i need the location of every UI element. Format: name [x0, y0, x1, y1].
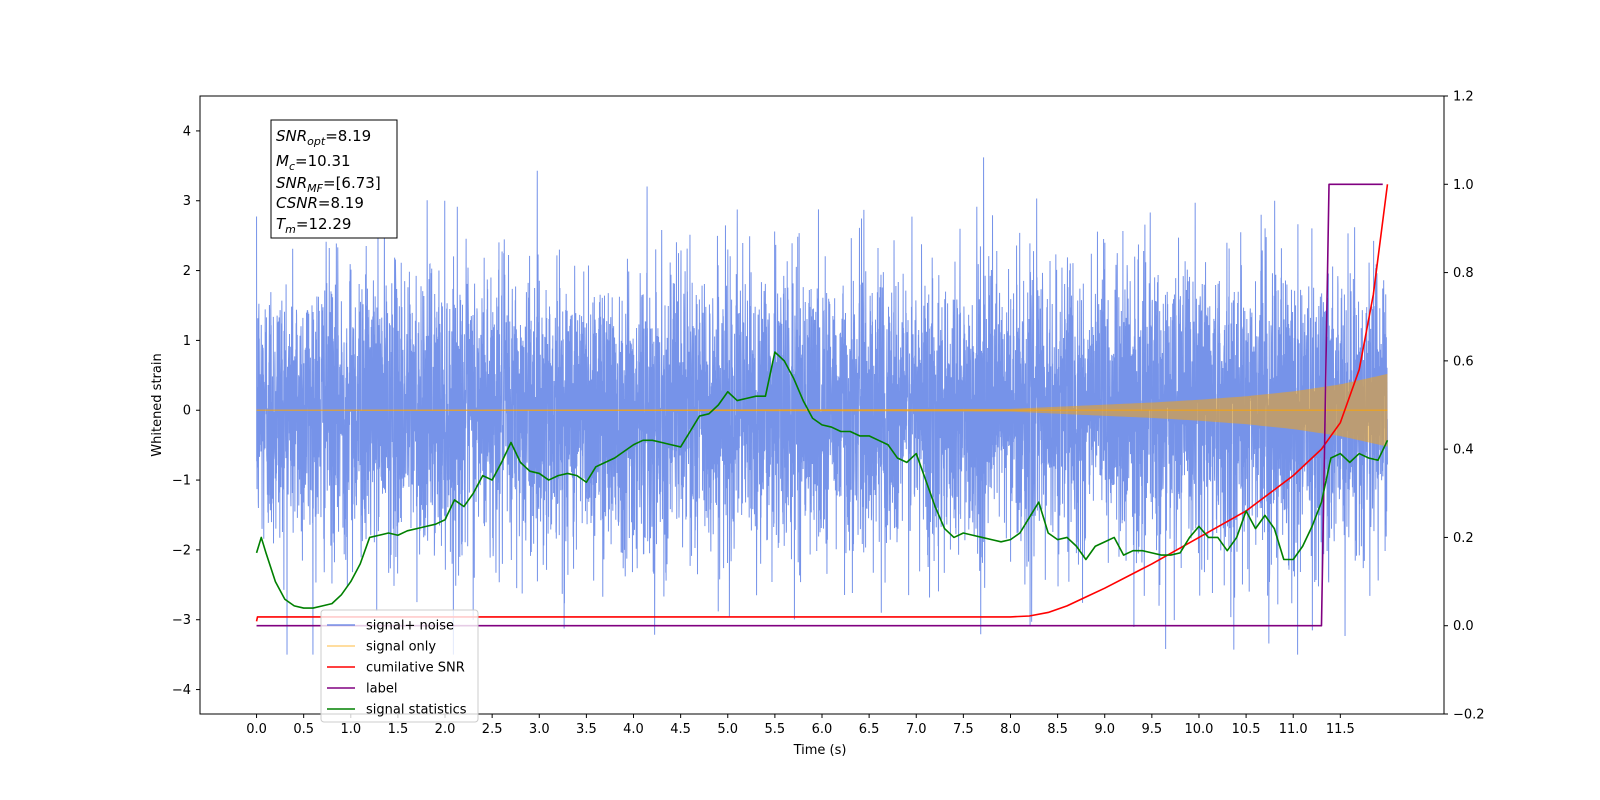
x-tick-label-15: 7.5 — [953, 722, 974, 737]
legend-label-1: signal only — [366, 640, 436, 655]
x-tick-label-12: 6.0 — [812, 722, 833, 737]
x-tick-label-7: 3.5 — [576, 722, 597, 737]
y-tick-label-right-5: 0.2 — [1453, 531, 1474, 546]
annotation-snr-opt: SNRopt=8.19 — [276, 127, 371, 148]
annotation-frame — [270, 119, 398, 239]
y-tick-label-left-8: −4 — [172, 683, 191, 698]
x-tick-label-10: 5.0 — [717, 722, 738, 737]
x-tick-label-23: 11.5 — [1326, 722, 1355, 737]
y-tick-label-left-0: 4 — [183, 124, 191, 139]
legend-label-3: label — [366, 682, 397, 697]
plot-area — [255, 157, 1389, 655]
x-tick-label-18: 9.0 — [1094, 722, 1115, 737]
annotation-box: SNRopt=8.19 Mc=10.31 SNRMF=[6.73] CSNR=8… — [270, 119, 398, 239]
x-tick-label-20: 10.0 — [1184, 722, 1213, 737]
x-tick-label-17: 8.5 — [1047, 722, 1068, 737]
legend-label-4: signal statistics — [366, 703, 467, 718]
y-tick-label-left-1: 3 — [183, 194, 191, 209]
label-line — [256, 183, 1383, 627]
legend-label-2: cumilative SNR — [366, 661, 465, 676]
x-tick-label-19: 9.5 — [1142, 722, 1163, 737]
series-signal-noise — [256, 157, 1388, 655]
x-tick-label-22: 11.0 — [1279, 722, 1308, 737]
series-lines — [255, 183, 1389, 627]
y-tick-label-right-1: 1.0 — [1453, 178, 1474, 193]
signal-noise-line — [256, 157, 1388, 655]
x-tick-label-1: 0.5 — [293, 722, 314, 737]
x-tick-label-2: 1.0 — [340, 722, 361, 737]
x-tick-label-8: 4.0 — [623, 722, 644, 737]
y-tick-label-left-6: −2 — [172, 543, 191, 558]
x-tick-label-6: 3.0 — [529, 722, 550, 737]
y-tick-label-right-7: −0.2 — [1453, 708, 1485, 723]
y-tick-label-left-7: −3 — [172, 613, 191, 628]
x-tick-label-0: 0.0 — [246, 722, 267, 737]
y-tick-label-left-3: 1 — [183, 334, 191, 349]
x-tick-label-3: 1.5 — [388, 722, 409, 737]
cumulative-snr-line — [255, 184, 1389, 622]
y-axis-right: 1.2 1.0 0.8 0.6 0.4 0.2 0.0 −0.2 — [1444, 90, 1485, 723]
legend-frame — [320, 609, 479, 723]
legend: signal+ noise signal only cumilative SNR la… — [320, 609, 479, 723]
y-tick-label-right-3: 0.6 — [1453, 354, 1474, 369]
y-tick-label-right-0: 1.2 — [1453, 90, 1474, 105]
x-tick-label-14: 7.0 — [906, 722, 927, 737]
signal-statistics-line — [255, 351, 1389, 609]
y-tick-label-left-5: −1 — [172, 474, 191, 489]
x-tick-label-13: 6.5 — [859, 722, 880, 737]
x-tick-label-4: 2.0 — [435, 722, 456, 737]
x-tick-label-11: 5.5 — [765, 722, 786, 737]
annotation-csnr: CSNR=8.19 — [276, 194, 364, 212]
series-signal-only — [256, 373, 1388, 447]
x-axis-label: Time (s) — [793, 743, 847, 758]
x-tick-label-9: 4.5 — [670, 722, 691, 737]
x-tick-label-5: 2.5 — [482, 722, 503, 737]
annotation-snr-mf: SNRMF=[6.73] — [276, 174, 381, 195]
y-tick-label-left-4: 0 — [183, 404, 191, 419]
y-tick-label-right-2: 0.8 — [1453, 266, 1474, 281]
legend-label-0: signal+ noise — [366, 619, 454, 634]
annotation-tm: Tm=12.29 — [276, 215, 351, 236]
x-axis: 0.0 0.5 1.0 1.5 2.0 2.5 3.0 3.5 4.0 4.5 5.0 5.5 6.0 6… — [246, 714, 1355, 737]
y-axis-label: Whitened strain — [150, 353, 165, 456]
y-axis-left: 4 3 2 1 0 −1 −2 −3 −4 — [172, 124, 200, 698]
y-tick-label-right-4: 0.4 — [1453, 443, 1474, 458]
y-tick-label-left-2: 2 — [183, 264, 191, 279]
x-tick-label-16: 8.0 — [1000, 722, 1021, 737]
y-tick-label-right-6: 0.0 — [1453, 619, 1474, 634]
x-tick-label-21: 10.5 — [1232, 722, 1261, 737]
annotation-mc: Mc=10.31 — [276, 152, 351, 173]
